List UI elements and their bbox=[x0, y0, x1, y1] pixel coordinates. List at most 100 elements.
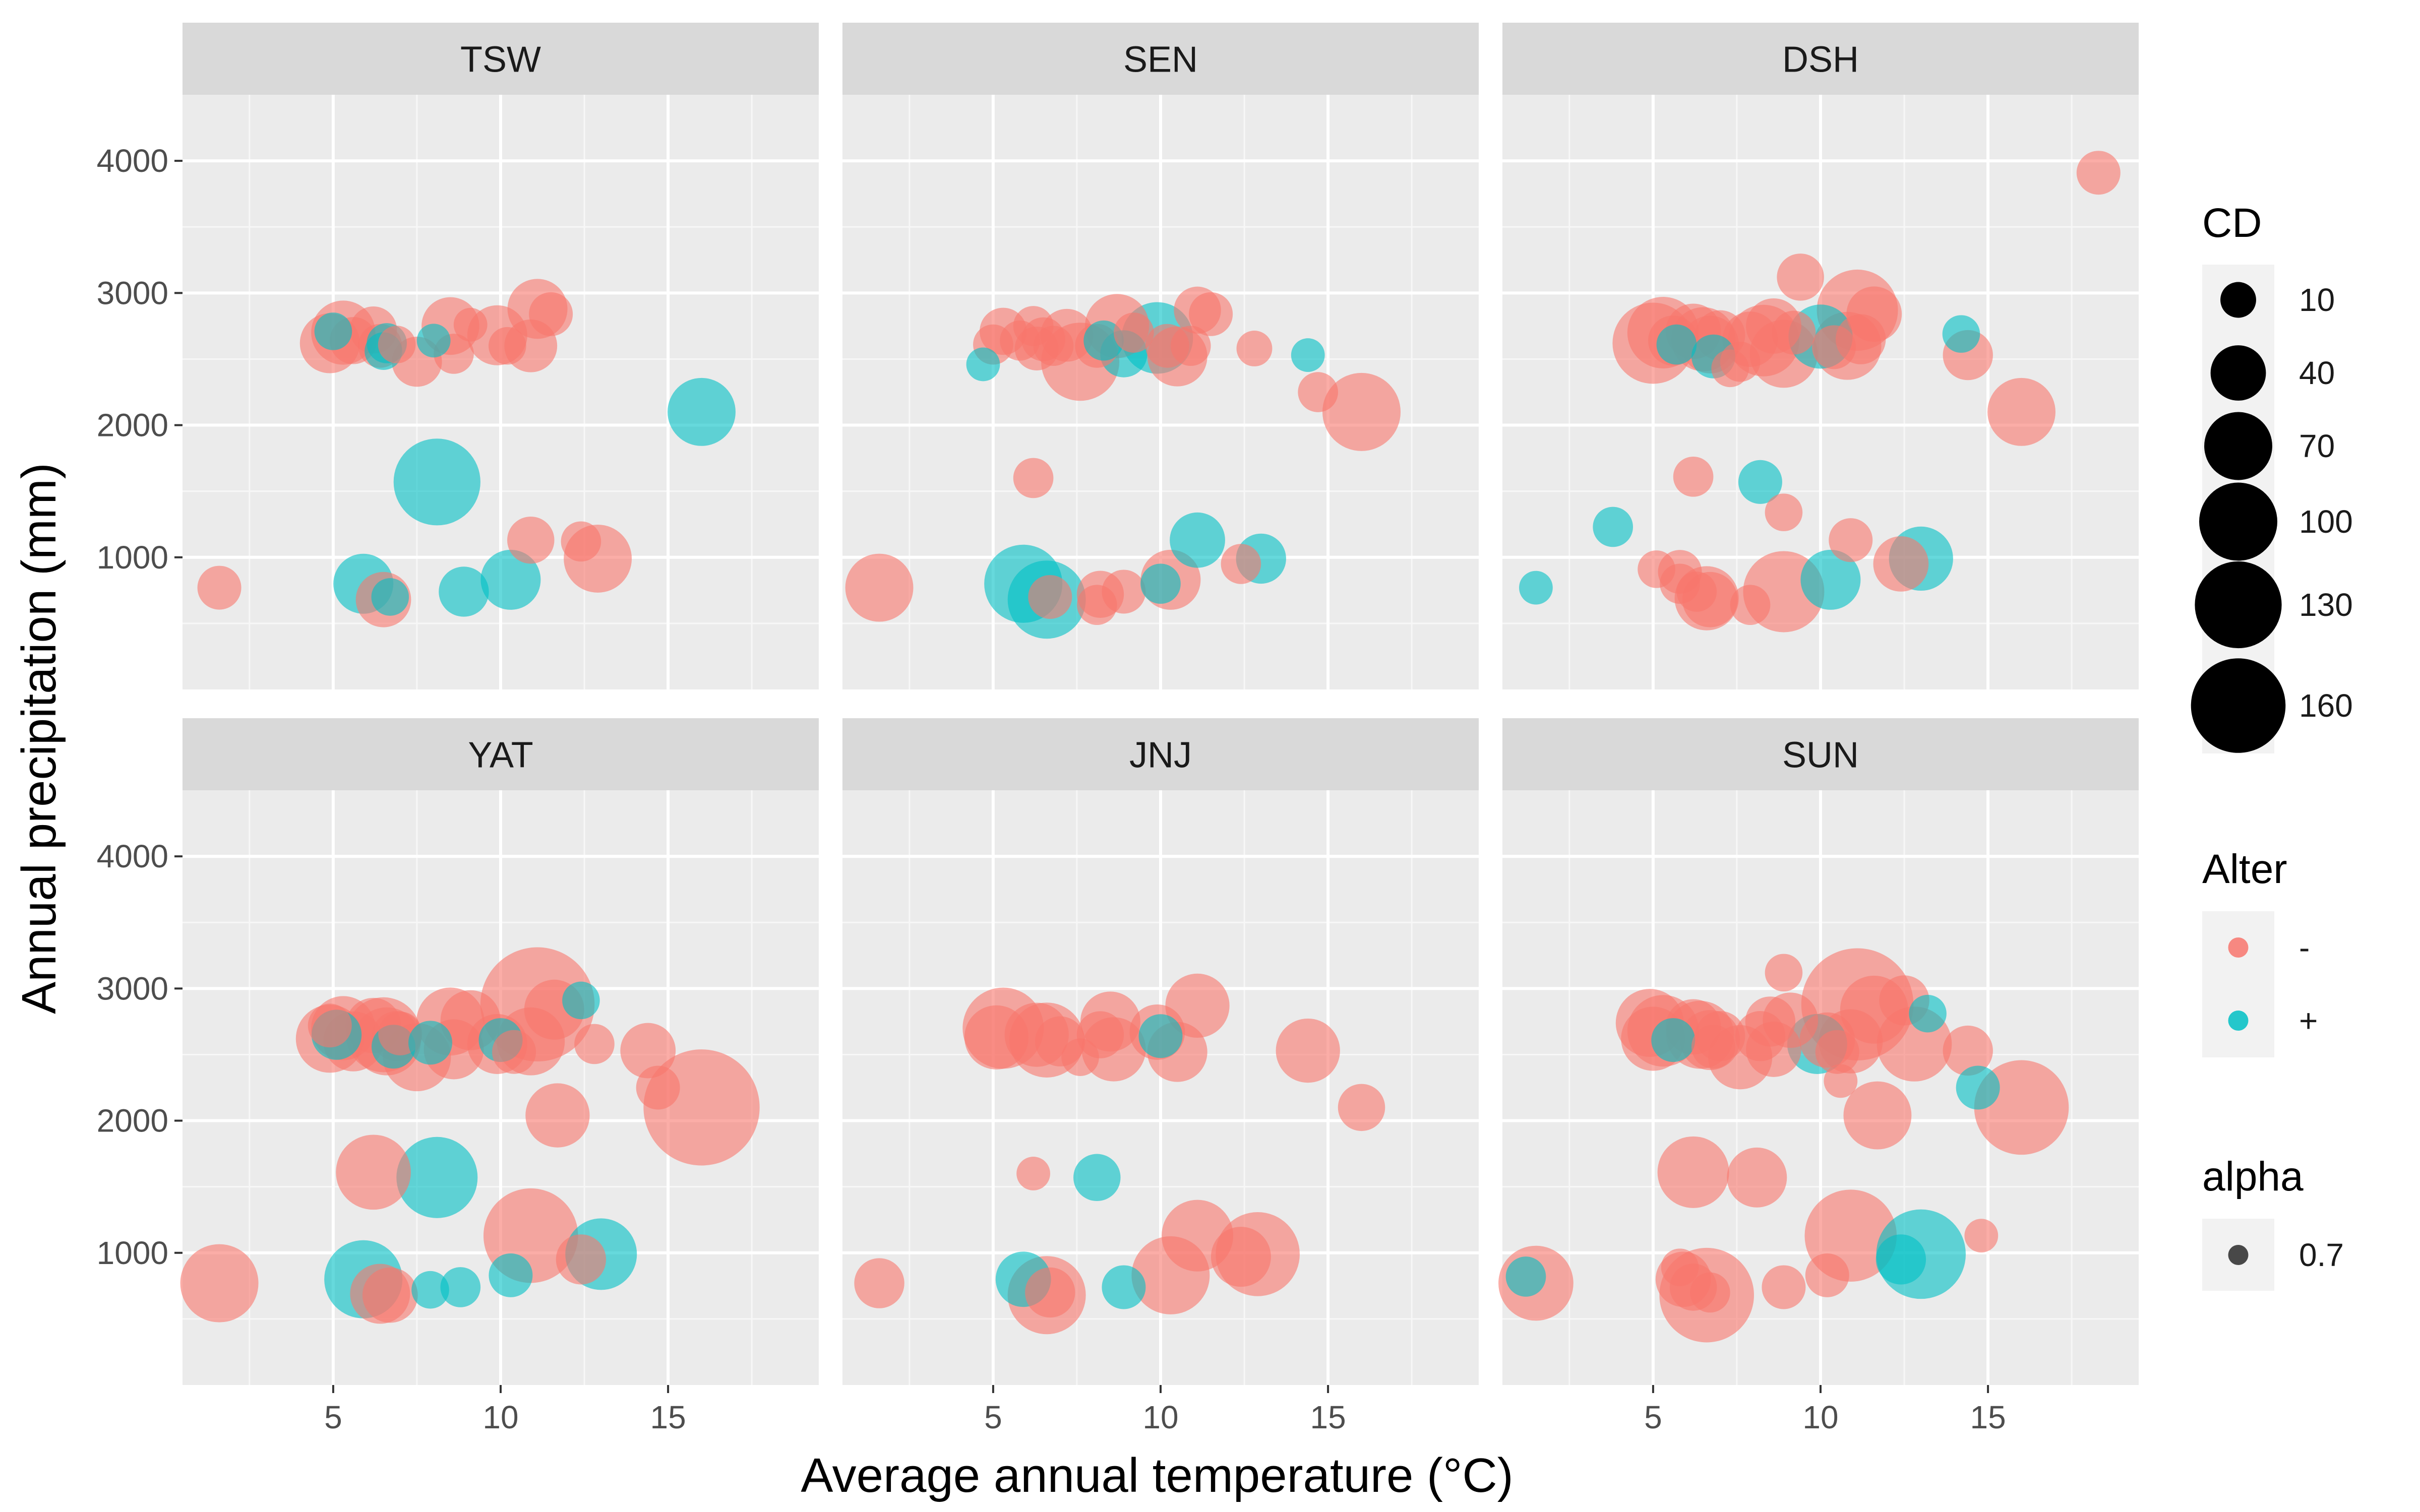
y-tick-label: 1000 bbox=[97, 539, 168, 576]
facet-strip bbox=[1502, 718, 2139, 790]
data-point bbox=[1964, 1219, 1999, 1253]
data-point bbox=[416, 324, 451, 358]
size-legend-key bbox=[2210, 345, 2266, 401]
y-tick-label: 3000 bbox=[97, 970, 168, 1006]
data-point bbox=[1638, 550, 1675, 588]
panel-points bbox=[197, 279, 736, 627]
x-tick-label: 10 bbox=[1802, 1399, 1838, 1435]
data-point bbox=[1083, 320, 1124, 361]
data-point bbox=[1189, 292, 1233, 336]
size-legend-key bbox=[2204, 412, 2272, 480]
data-point bbox=[439, 566, 489, 617]
data-point bbox=[1987, 377, 2055, 446]
data-point bbox=[1777, 254, 1824, 301]
data-point bbox=[1765, 954, 1803, 992]
data-point bbox=[371, 578, 409, 616]
facet-strip-label: SUN bbox=[1782, 735, 1859, 776]
facet-panel-yat: YAT bbox=[180, 718, 819, 1385]
facet-strip bbox=[183, 718, 819, 790]
data-point bbox=[1873, 536, 1929, 592]
data-point bbox=[1812, 325, 1856, 369]
facet-strip bbox=[183, 23, 819, 95]
data-point bbox=[1593, 507, 1634, 547]
data-point bbox=[1298, 372, 1338, 412]
data-point bbox=[1762, 1265, 1806, 1309]
data-point bbox=[393, 438, 480, 526]
data-point bbox=[1956, 1065, 2000, 1110]
data-point bbox=[2076, 151, 2121, 195]
size-legend-label: 10 bbox=[2299, 282, 2335, 318]
data-point bbox=[1025, 1267, 1075, 1318]
data-point bbox=[408, 1021, 453, 1065]
data-point bbox=[1033, 326, 1074, 366]
size-legend-key bbox=[2195, 561, 2282, 649]
data-point bbox=[529, 292, 573, 336]
data-point bbox=[1114, 312, 1154, 353]
data-point bbox=[1656, 324, 1697, 365]
data-point bbox=[1942, 315, 1980, 353]
data-point bbox=[1338, 1084, 1385, 1131]
facet-strip-label: SEN bbox=[1123, 40, 1198, 80]
facet-strip bbox=[842, 23, 1479, 95]
y-tick-label: 3000 bbox=[97, 275, 168, 311]
data-point bbox=[489, 1253, 533, 1297]
data-point bbox=[1876, 1234, 1926, 1285]
data-point bbox=[1691, 1025, 1735, 1069]
panel-points bbox=[1498, 948, 2069, 1343]
data-point bbox=[966, 347, 1000, 382]
data-point bbox=[1727, 1147, 1787, 1208]
y-axis: 1000 2000 3000 4000 1000 2000 3000 4000 bbox=[97, 143, 183, 1271]
data-point bbox=[1016, 1157, 1050, 1190]
data-point bbox=[1322, 372, 1401, 451]
data-point bbox=[1676, 572, 1717, 612]
alpha-legend-label: 0.7 bbox=[2299, 1237, 2344, 1273]
data-point bbox=[1236, 331, 1273, 366]
x-tick-label: 15 bbox=[1970, 1399, 2006, 1435]
data-point bbox=[1061, 1038, 1099, 1076]
data-point bbox=[314, 312, 352, 350]
data-point bbox=[1815, 1030, 1859, 1074]
x-tick-label: 5 bbox=[984, 1399, 1002, 1435]
data-point bbox=[562, 981, 600, 1020]
data-point bbox=[1661, 1248, 1699, 1286]
data-point bbox=[378, 326, 416, 363]
data-point bbox=[1829, 518, 1873, 562]
data-point bbox=[668, 377, 736, 446]
data-point bbox=[1505, 1256, 1546, 1297]
data-point bbox=[1028, 575, 1072, 619]
panel-gridlines bbox=[1502, 95, 2139, 689]
data-point bbox=[488, 327, 526, 365]
y-tick-label: 2000 bbox=[97, 407, 168, 444]
x-axis-title: Average annual temperature (°C) bbox=[801, 1448, 1513, 1502]
x-tick-label: 10 bbox=[482, 1399, 518, 1435]
data-point bbox=[1843, 1081, 1912, 1150]
data-point bbox=[1772, 310, 1816, 355]
color-legend-key bbox=[2228, 937, 2249, 958]
facet-strip-label: DSH bbox=[1782, 40, 1859, 80]
data-point bbox=[453, 307, 488, 342]
data-point bbox=[1673, 457, 1714, 497]
data-point bbox=[1805, 1253, 1849, 1297]
data-point bbox=[1519, 571, 1553, 605]
data-point bbox=[492, 1030, 536, 1074]
color-legend-label: - bbox=[2299, 929, 2310, 966]
data-point bbox=[336, 1135, 411, 1210]
size-legend-label: 130 bbox=[2299, 587, 2353, 623]
size-legend-title: CD bbox=[2202, 200, 2262, 246]
x-tick-label: 10 bbox=[1142, 1399, 1178, 1435]
y-tick-label: 1000 bbox=[97, 1235, 168, 1271]
size-legend-key bbox=[2191, 658, 2286, 753]
facet-panel-dsh: DSH bbox=[1502, 23, 2139, 689]
data-point bbox=[1943, 1025, 1993, 1076]
x-tick-label: 5 bbox=[324, 1399, 342, 1435]
facet-panels: TSW SEN DSH YAT JNJ SUN bbox=[180, 23, 2139, 1385]
facet-strip bbox=[842, 718, 1479, 790]
data-point bbox=[1221, 544, 1261, 584]
y-tick-label: 4000 bbox=[97, 143, 168, 179]
data-point bbox=[411, 1271, 449, 1309]
x-tick-label: 5 bbox=[1644, 1399, 1662, 1435]
y-axis-title: Annual precipitation (mm) bbox=[12, 463, 66, 1014]
data-point bbox=[180, 1244, 259, 1322]
data-point bbox=[1651, 1018, 1696, 1062]
